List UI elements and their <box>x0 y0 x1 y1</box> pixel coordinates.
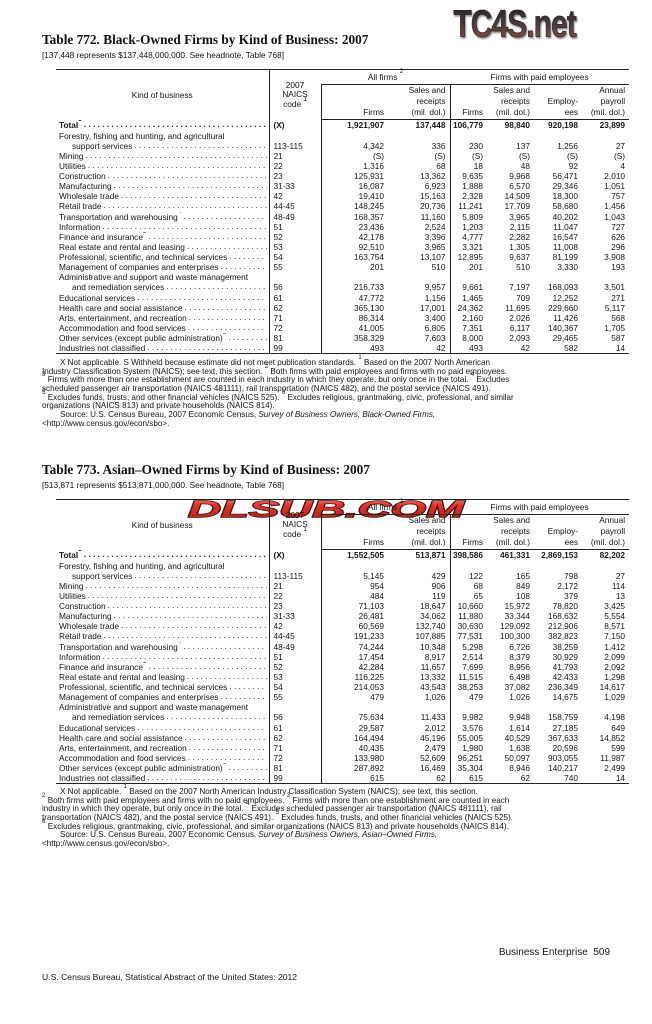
svg-text:TC4S.net: TC4S.net <box>453 3 577 45</box>
